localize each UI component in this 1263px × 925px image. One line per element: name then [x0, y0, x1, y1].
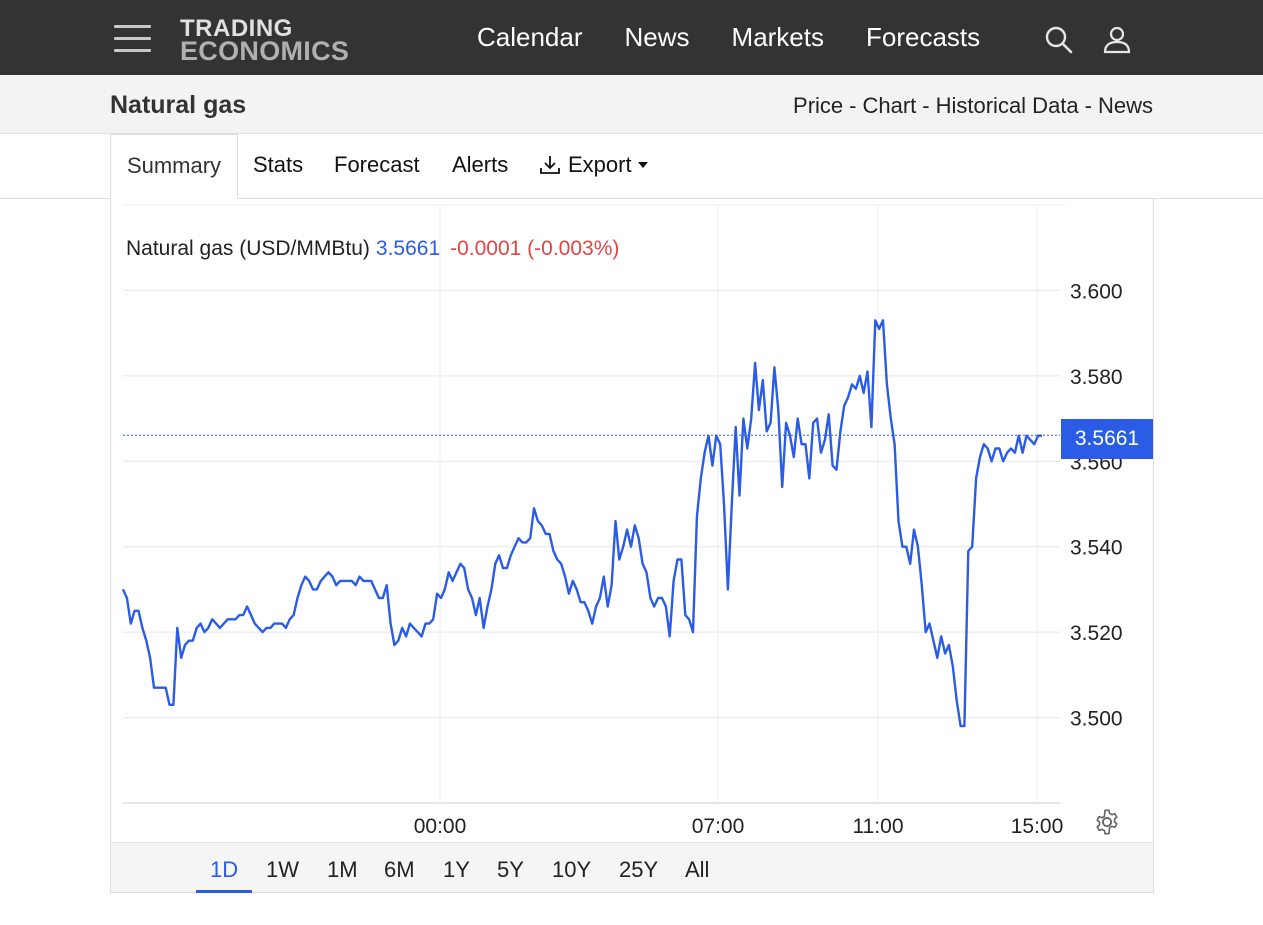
- sub-nav: Price - Chart - Historical Data - News: [793, 93, 1153, 119]
- range-25y[interactable]: 25Y: [619, 857, 659, 882]
- tab-alerts[interactable]: Alerts: [452, 152, 509, 177]
- current-price-badge: 3.5661: [1061, 419, 1153, 459]
- range-5y[interactable]: 5Y: [497, 857, 524, 882]
- range-1m[interactable]: 1M: [327, 857, 358, 882]
- subnav-chart[interactable]: Chart: [862, 93, 917, 118]
- y-tick-label: 3.540: [1070, 537, 1123, 560]
- subnav-separator: -: [922, 93, 930, 118]
- caret-down-icon: [637, 162, 648, 168]
- subnav-separator: -: [849, 93, 857, 118]
- tab-export[interactable]: Export: [538, 152, 650, 178]
- range-1y[interactable]: 1Y: [443, 857, 470, 882]
- range-all[interactable]: All: [685, 857, 710, 882]
- logo-line1: TRADING: [180, 15, 293, 42]
- legend-name: Natural gas (USD/MMBtu): [126, 237, 370, 260]
- x-tick-label: 11:00: [853, 815, 904, 838]
- nav-news[interactable]: News: [624, 22, 690, 52]
- tab-stats[interactable]: Stats: [253, 152, 304, 177]
- nav-calendar[interactable]: Calendar: [477, 22, 583, 52]
- nav-markets[interactable]: Markets: [731, 22, 824, 52]
- tab-forecast[interactable]: Forecast: [334, 152, 420, 177]
- nav-forecasts[interactable]: Forecasts: [866, 22, 981, 52]
- subnav-price[interactable]: Price: [793, 93, 844, 118]
- range-10y[interactable]: 10Y: [552, 857, 592, 882]
- tab-summary[interactable]: Summary: [110, 134, 238, 199]
- x-tick-label: 07:00: [692, 815, 745, 838]
- main-nav: Calendar News Markets Forecasts: [477, 0, 1022, 75]
- logo[interactable]: TRADING ECONOMICS: [180, 15, 350, 66]
- subnav-separator: -: [1084, 93, 1092, 118]
- x-tick-label: 00:00: [414, 815, 467, 838]
- range-1d[interactable]: 1D: [210, 857, 239, 882]
- subnav-historical-data[interactable]: Historical Data: [935, 93, 1079, 118]
- tabs-divider: [0, 198, 1263, 199]
- y-tick-label: 3.520: [1070, 622, 1123, 645]
- range-selector: 1D 1W 1M 6M 1Y 5Y 10Y 25Y All: [111, 842, 1153, 892]
- x-tick-label: 15:00: [1011, 815, 1064, 838]
- chart-frame: [110, 198, 1154, 893]
- y-tick-label: 3.500: [1070, 708, 1123, 731]
- gear-icon[interactable]: [1093, 808, 1121, 836]
- top-navbar: TRADING ECONOMICS Calendar News Markets …: [0, 0, 1263, 75]
- legend-value: 3.5661: [375, 237, 441, 260]
- range-1w[interactable]: 1W: [266, 857, 299, 882]
- subheader: Natural gas Price - Chart - Historical Data -…: [0, 75, 1263, 134]
- y-tick-label: 3.580: [1070, 366, 1123, 389]
- download-icon: [540, 156, 560, 174]
- active-range-indicator: [196, 890, 252, 893]
- range-6m[interactable]: 6M: [384, 857, 415, 882]
- legend-change: -0.0001 (-0.003%): [450, 237, 620, 260]
- menu-icon[interactable]: [114, 25, 151, 55]
- export-label: Export: [568, 152, 632, 177]
- chart-legend: Natural gas (USD/MMBtu) 3.5661 -0.0001 (-0…: [126, 237, 619, 261]
- page-title: Natural gas: [110, 91, 247, 119]
- y-tick-label: 3.600: [1070, 280, 1123, 303]
- user-icon[interactable]: [1102, 25, 1132, 55]
- logo-line2: ECONOMICS: [180, 36, 350, 66]
- subnav-news[interactable]: News: [1097, 93, 1153, 118]
- price-series-line: [121, 319, 1042, 728]
- search-icon[interactable]: [1044, 25, 1074, 55]
